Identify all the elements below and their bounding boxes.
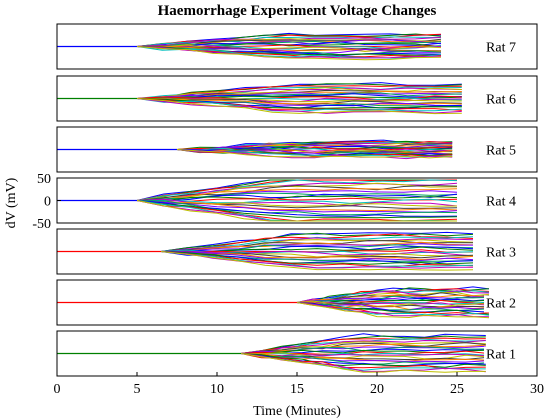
panel-label-background <box>484 346 518 364</box>
traces <box>57 139 453 160</box>
trace-line <box>57 250 474 257</box>
panel-label-background <box>484 244 518 262</box>
trace-line <box>57 200 458 217</box>
traces <box>57 231 474 271</box>
trace-line <box>57 179 458 201</box>
panel-label: Rat 4 <box>486 195 516 210</box>
panel-label: Rat 7 <box>486 41 516 56</box>
panel-rat-1: Rat 1 <box>56 330 538 377</box>
trace-line <box>57 353 486 373</box>
trace-line <box>57 184 458 201</box>
panel-label-background <box>484 142 518 160</box>
panel-label-background <box>484 295 518 313</box>
x-tick-label: 15 <box>290 382 304 397</box>
trace-line <box>57 198 458 207</box>
y-axis-ticks: 50 0 -50 <box>32 172 61 232</box>
trace-line <box>57 350 486 355</box>
x-tick-label: 10 <box>210 382 224 397</box>
trace-line <box>57 237 474 252</box>
trace-line <box>57 86 462 99</box>
trace-line <box>57 232 474 252</box>
trace-line <box>57 200 458 213</box>
panel-rat-6: Rat 6 <box>56 75 538 122</box>
trace-line <box>57 92 462 99</box>
trace-line <box>57 342 486 354</box>
panel-label: Rat 5 <box>486 144 516 159</box>
panel-frame <box>56 279 538 326</box>
trace-line <box>57 179 458 201</box>
x-tick-label: 0 <box>54 382 61 397</box>
panel-label-background <box>484 91 518 109</box>
x-axis-label: Time (Minutes) <box>253 404 341 419</box>
trace-line <box>57 192 458 201</box>
traces <box>57 32 442 61</box>
panel-rat-7: Rat 7 <box>56 23 538 70</box>
trace-line <box>57 39 442 48</box>
x-tick-label: 20 <box>370 382 384 397</box>
trace-line <box>57 140 453 150</box>
trace-line <box>57 200 457 222</box>
trace-line <box>57 147 453 152</box>
y-tick-label: 0 <box>44 195 51 210</box>
panel-rat-2: Rat 2 <box>56 279 538 326</box>
panel-frame <box>56 75 538 122</box>
trace-line <box>57 46 442 61</box>
panel-label: Rat 1 <box>486 348 516 363</box>
traces <box>57 286 490 319</box>
traces <box>57 333 486 373</box>
trace-line <box>57 98 462 114</box>
trace-line <box>57 98 462 115</box>
trace-line <box>57 149 453 160</box>
panel-rat-4: Rat 4 50 0 -50 <box>32 172 538 232</box>
panel-frame <box>56 126 538 173</box>
panels: Rat 7 Rat 6 Rat 5 Rat 4 50 0 -50 Rat 3 Rat 2 Rat … <box>32 23 538 377</box>
x-tick-label: 5 <box>134 382 141 397</box>
trace-line <box>57 46 442 56</box>
trace-line <box>57 98 462 105</box>
trace-line <box>57 98 462 109</box>
panel-label: Rat 3 <box>486 246 516 261</box>
trace-line <box>57 251 474 265</box>
x-tick-label: 30 <box>530 382 544 397</box>
trace-line <box>57 353 486 368</box>
panel-label-background <box>484 39 518 57</box>
trace-line <box>57 200 458 216</box>
trace-line <box>57 353 486 363</box>
panel-frame <box>56 228 538 275</box>
y-axis-label: dV (mV) <box>4 177 19 228</box>
trace-line <box>57 349 486 354</box>
trace-line <box>57 290 490 303</box>
x-axis-ticks: 0 5 10 15 20 25 30 <box>54 372 544 397</box>
trace-line <box>57 353 486 373</box>
trace-line <box>57 251 474 271</box>
trace-line <box>57 353 486 367</box>
panel-label: Rat 6 <box>486 93 516 108</box>
panel-rat-3: Rat 3 <box>56 228 538 275</box>
y-tick-label: -50 <box>32 217 51 232</box>
traces <box>57 82 462 115</box>
trace-line <box>57 302 490 319</box>
panel-frame <box>56 23 538 70</box>
trace-line <box>57 294 490 303</box>
x-tick-label: 25 <box>450 382 464 397</box>
trace-line <box>57 95 462 101</box>
panel-label-background <box>484 193 518 211</box>
chart-title: Haemorrhage Experiment Voltage Changes <box>158 3 437 19</box>
traces <box>57 179 458 222</box>
panel-rat-5: Rat 5 <box>56 126 538 173</box>
trace-line <box>57 149 453 159</box>
trace-line <box>57 36 442 47</box>
trace-line <box>57 302 490 318</box>
panel-label: Rat 2 <box>486 297 516 312</box>
y-tick-label: 50 <box>37 172 51 187</box>
